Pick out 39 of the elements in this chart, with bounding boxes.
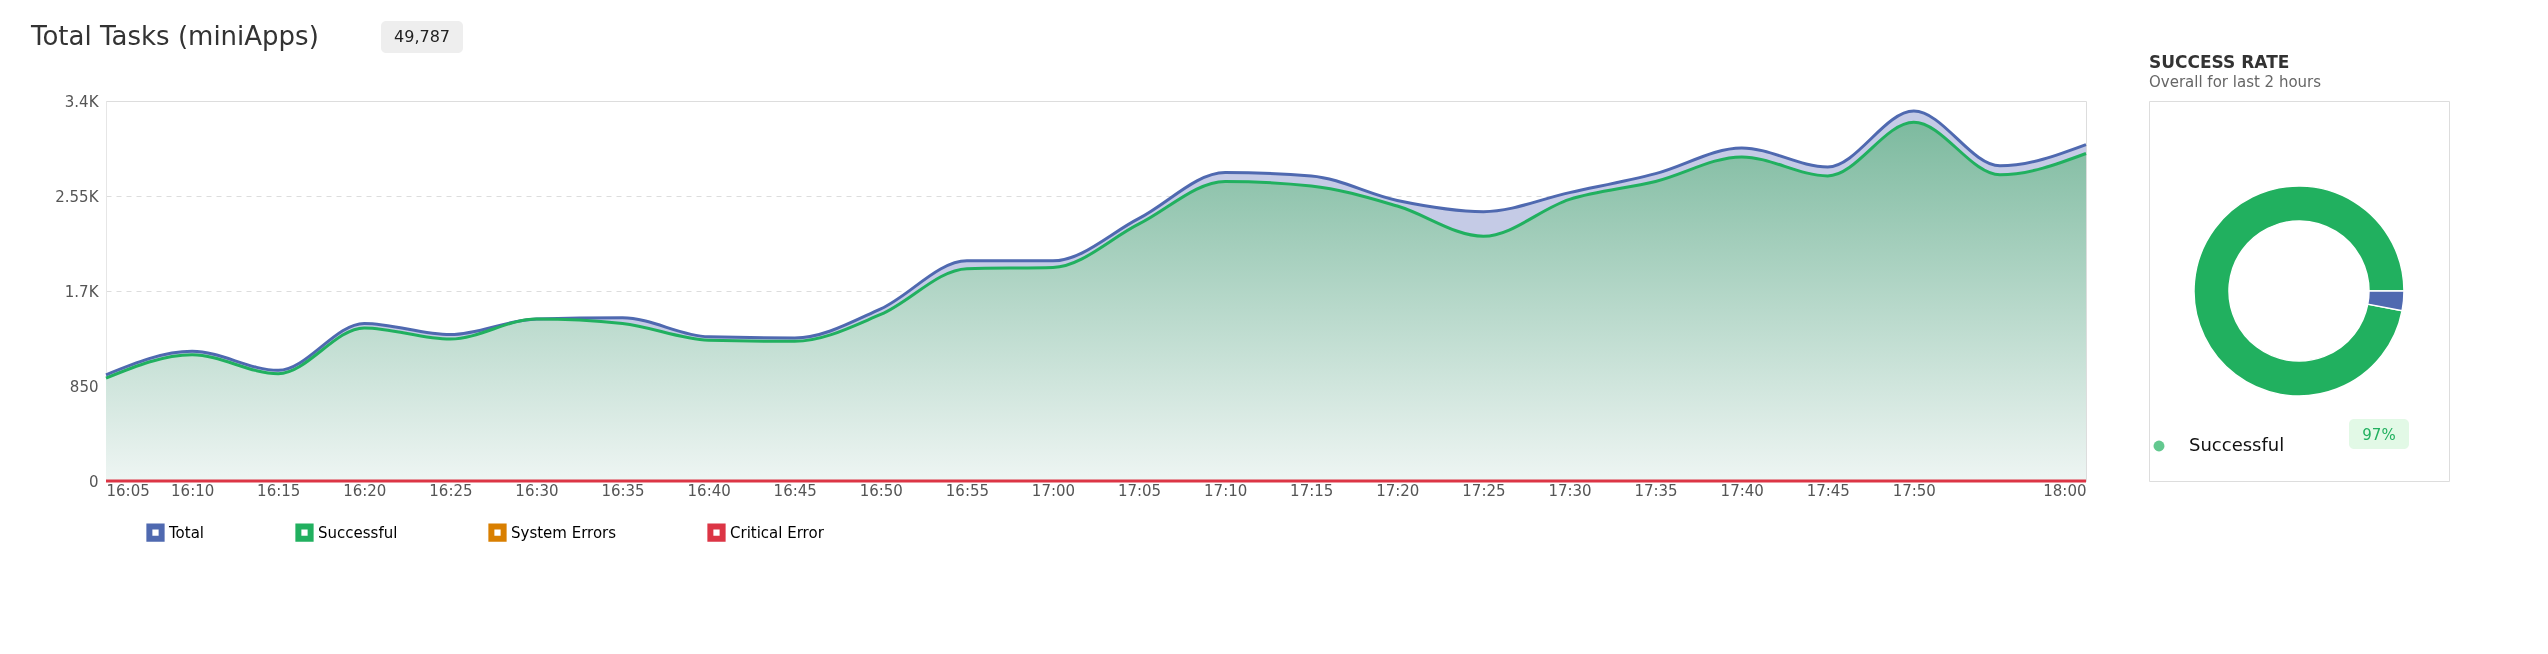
chart-title: SUCCESS RATE <box>2149 52 2290 72</box>
text: 49,787 <box>394 27 450 46</box>
x-tick-label: 17:35 <box>1634 481 1678 500</box>
chart-subtitle: Overall for last 2 hours <box>2149 73 2322 91</box>
x-tick-label: 17:10 <box>1204 481 1248 500</box>
x-tick-label: 18:00 <box>2043 481 2087 500</box>
data-label: 97% <box>2362 426 2396 444</box>
x-tick-label: 17:50 <box>1892 481 1936 500</box>
x-tick-label: 17:40 <box>1720 481 1764 500</box>
x-tick-label: 16:10 <box>171 481 215 500</box>
legend-label: Total <box>168 523 205 542</box>
y-tick-label: 0 <box>88 472 99 491</box>
x-tick-label: 17:05 <box>1117 481 1162 500</box>
x-tick-label: 17:25 <box>1462 481 1506 500</box>
x-tick-label: 17:30 <box>1548 481 1592 500</box>
x-tick-label: 16:15 <box>257 481 301 500</box>
x-tick-label: 17:15 <box>1290 481 1334 500</box>
x-tick-label: 17:00 <box>1031 481 1076 500</box>
x-tick-label: 16:55 <box>945 481 990 500</box>
y-tick-label: 2.55K <box>55 187 100 206</box>
x-tick-label: 16:05 <box>106 481 150 500</box>
legend-label: Successful <box>2189 434 2285 455</box>
legend-label: Successful <box>318 523 398 542</box>
x-tick-label: 16:45 <box>773 481 817 500</box>
legend-label: System Errors <box>511 523 617 542</box>
x-tick-label: 16:30 <box>515 481 559 500</box>
y-tick-label: 1.7K <box>64 282 100 301</box>
y-tick-label: 850 <box>69 377 99 396</box>
y-tick-label: 3.4K <box>64 92 100 111</box>
x-tick-label: 16:20 <box>343 481 387 500</box>
donut-slice <box>2193 185 2405 397</box>
x-tick-label: 17:45 <box>1806 481 1850 500</box>
legend-label: Critical Error <box>730 523 825 542</box>
x-tick-label: 17:20 <box>1376 481 1420 500</box>
x-tick-label: 16:40 <box>687 481 731 500</box>
x-tick-label: 16:25 <box>429 481 473 500</box>
chart-title: Total Tasks (miniApps) <box>30 21 319 51</box>
x-tick-label: 16:50 <box>859 481 903 500</box>
x-tick-label: 16:35 <box>601 481 645 500</box>
